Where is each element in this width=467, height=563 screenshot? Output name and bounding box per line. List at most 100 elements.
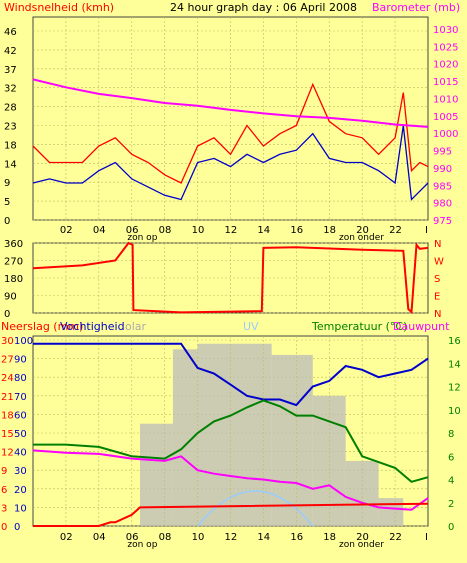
wind-x-tick-04: 04 (93, 225, 106, 236)
bot-x-tick-20: 20 (356, 532, 369, 543)
wind-plot-area: 4642373228231814950103010251020101510101… (4, 17, 458, 243)
humidity-label: Vochtigheid (60, 320, 125, 333)
wind-y-tick-18: 18 (4, 140, 17, 151)
wind-x-tick-20: 20 (356, 225, 369, 236)
hum-y-tick-20: 20 (14, 485, 27, 496)
baro-y-tick-1030: 1030 (433, 25, 458, 36)
solar-area-3 (271, 354, 313, 526)
wind-x-tick-12: 12 (225, 225, 238, 236)
wind-x-tick-22: 22 (389, 225, 402, 236)
bot-x-tick-02: 02 (60, 532, 73, 543)
wind-x-tick-end: I (425, 225, 428, 236)
sunrise-label-bottom: zon op (127, 540, 157, 550)
hum-y-tick-70: 70 (14, 392, 27, 403)
rain-line (33, 502, 429, 527)
temperature-label: Temperatuur (°C) (311, 320, 407, 333)
temperature-line (33, 399, 429, 483)
solar-label: olar (125, 320, 147, 333)
dir-compass-3: E (434, 292, 440, 303)
hum-y-tick-80: 80 (14, 373, 27, 384)
wind-direction-line (32, 241, 429, 315)
rain-label: Neerslag (mm) (1, 320, 83, 333)
dir-compass-4: N (434, 309, 441, 320)
dir-x-tick-end: I (425, 0, 428, 3)
wind-x-tick-02: 02 (60, 225, 73, 236)
rain-y-tick-0: 0 (1, 522, 7, 533)
bot-x-tick-14: 14 (257, 532, 270, 543)
bot-x-tick-10: 10 (192, 532, 205, 543)
dir-y-tick-270: 270 (4, 257, 23, 268)
solar-area-0 (139, 423, 173, 526)
dir-y-tick-360: 360 (4, 239, 23, 250)
baro-y-tick-975: 975 (433, 216, 452, 227)
uv-label: UV (243, 320, 259, 333)
dir-y-tick-90: 90 (4, 292, 17, 303)
hum-y-tick-100: 100 (14, 336, 33, 347)
dir-compass-2: S (434, 274, 440, 285)
wind-x-tick-10: 10 (192, 225, 205, 236)
uv-line (197, 490, 314, 527)
temp-y-tick-14: 14 (448, 359, 461, 370)
rain-y-tick-18: 18 (1, 410, 14, 421)
direction-plot-area: 360270180900NWSENI (4, 0, 444, 320)
wind-y-tick-46: 46 (4, 27, 17, 38)
rain-y-tick-3: 3 (1, 503, 7, 514)
bot-x-tick-04: 04 (93, 532, 106, 543)
hum-y-tick-10: 10 (14, 503, 27, 514)
wind-y-tick-37: 37 (4, 65, 17, 76)
bot-x-tick-12: 12 (225, 532, 238, 543)
baro-y-tick-1025: 1025 (433, 42, 458, 53)
hum-y-tick-0: 0 (14, 522, 20, 533)
baro-y-tick-1000: 1000 (433, 129, 458, 140)
baro-y-tick-990: 990 (433, 164, 452, 175)
baro-y-tick-980: 980 (433, 199, 452, 210)
dewpoint-label: Dauwpunt (393, 320, 450, 333)
wind-y-tick-14: 14 (4, 159, 17, 170)
dir-y-tick-0: 0 (4, 309, 10, 320)
temp-y-tick-12: 12 (448, 383, 461, 394)
wind-y-tick-23: 23 (4, 122, 17, 133)
bot-x-tick-08: 08 (159, 532, 172, 543)
temp-y-tick-10: 10 (448, 406, 461, 417)
wind-x-tick-14: 14 (257, 225, 270, 236)
rain-y-tick-27: 27 (1, 355, 14, 366)
wind-gust-line (32, 82, 429, 184)
sunrise-label: zon op (127, 233, 157, 243)
temp-y-tick-0: 0 (448, 522, 454, 533)
wind-y-tick-32: 32 (4, 84, 17, 95)
wind-avg-line (32, 125, 429, 201)
baro-y-tick-1010: 1010 (433, 94, 458, 105)
hum-y-tick-30: 30 (14, 466, 27, 477)
hum-y-tick-90: 90 (14, 355, 27, 366)
bot-x-tick-end: I (425, 532, 428, 543)
barometer-label: Barometer (mb) (372, 1, 460, 14)
rain-temp-plot-area: 3027242118151296301009080706050403020100… (1, 336, 461, 550)
dir-compass-1: W (434, 257, 444, 268)
rain-y-tick-30: 30 (1, 336, 14, 347)
hum-y-tick-40: 40 (14, 448, 27, 459)
hum-y-tick-60: 60 (14, 410, 27, 421)
wind-x-tick-06: 06 (126, 225, 139, 236)
temp-y-tick-8: 8 (448, 429, 454, 440)
dir-y-tick-180: 180 (4, 274, 23, 285)
temp-y-tick-4: 4 (448, 476, 454, 487)
temp-y-tick-16: 16 (448, 336, 461, 347)
wind-speed-label: Windsnelheid (kmh) (4, 1, 114, 14)
temp-y-tick-2: 2 (448, 499, 454, 510)
baro-y-tick-985: 985 (433, 181, 452, 192)
bot-x-tick-18: 18 (323, 532, 336, 543)
barometer-line (32, 78, 429, 128)
wind-x-tick-16: 16 (290, 225, 303, 236)
baro-y-tick-1015: 1015 (433, 77, 458, 88)
bot-x-tick-16: 16 (290, 532, 303, 543)
sunset-label-bottom: zon onder (339, 540, 384, 550)
hum-y-tick-50: 50 (14, 429, 27, 440)
baro-y-tick-1005: 1005 (433, 112, 458, 123)
humidity-line (33, 342, 429, 407)
wind-x-tick-08: 08 (159, 225, 172, 236)
wind-y-tick-0: 0 (4, 216, 10, 227)
rain-y-tick-21: 21 (1, 392, 14, 403)
rain-y-tick-6: 6 (1, 485, 7, 496)
dewpoint-line (32, 449, 429, 511)
